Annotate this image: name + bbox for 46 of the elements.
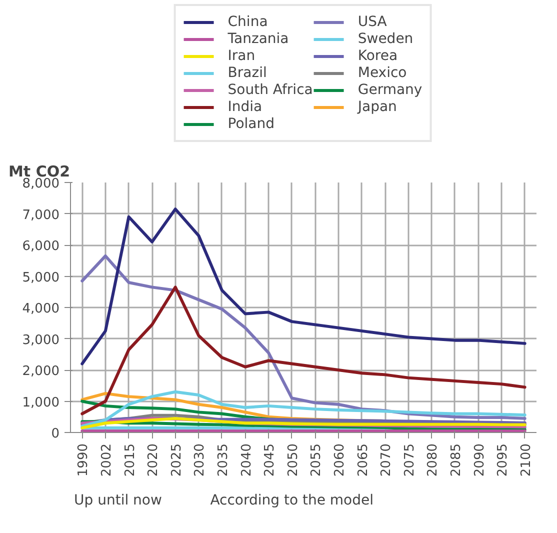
x-tick-label: 2075 bbox=[402, 443, 418, 477]
text: According to the model bbox=[210, 492, 374, 508]
x-tick-label: 2020 bbox=[146, 443, 162, 477]
y-tick-label: 1,000 bbox=[22, 395, 60, 410]
x-tick-label: 2095 bbox=[496, 443, 511, 477]
x-tick-label: 2030 bbox=[192, 443, 208, 477]
x-tick-label: 2065 bbox=[356, 443, 371, 477]
legend-label: Brazil bbox=[228, 65, 267, 81]
legend-label: Mexico bbox=[358, 65, 407, 81]
legend-label: USA bbox=[358, 14, 387, 30]
x-tick-label: 2080 bbox=[426, 443, 441, 477]
legend-label: Tanzania bbox=[228, 31, 289, 47]
x-tick-label: 2002 bbox=[99, 443, 114, 477]
y-tick-label: 8,000 bbox=[22, 176, 60, 192]
x-tick-label: 1990 bbox=[76, 443, 92, 477]
y-tick-label: 6,000 bbox=[22, 239, 60, 254]
text: Up until now bbox=[74, 492, 162, 508]
legend-label: Japan bbox=[358, 99, 397, 115]
x-tick-label: 2035 bbox=[216, 443, 231, 477]
x-tick-label: 2040 bbox=[239, 443, 254, 477]
x-tick-label: 2085 bbox=[448, 443, 464, 477]
legend-label: South Africa bbox=[228, 82, 313, 98]
line-series bbox=[80, 286, 526, 416]
legend-label: Germany bbox=[358, 82, 422, 98]
legend-label: Poland bbox=[228, 116, 275, 132]
x-tick-label: 2045 bbox=[262, 443, 278, 477]
line-series bbox=[80, 208, 526, 366]
x-tick-label: 2025 bbox=[169, 443, 184, 477]
x-tick-label: 2060 bbox=[332, 443, 348, 477]
y-tick-label: 2,000 bbox=[22, 364, 60, 379]
y-tick-label: 0 bbox=[51, 426, 60, 442]
legend-label: Sweden bbox=[358, 31, 414, 47]
legend-label: Iran bbox=[228, 48, 256, 64]
x-tick-label: 2015 bbox=[122, 443, 138, 477]
legend-label: China bbox=[228, 14, 268, 30]
x-tick-label: 2050 bbox=[286, 443, 301, 477]
x-tick-label: 2090 bbox=[472, 443, 488, 477]
legend-label: Korea bbox=[358, 48, 398, 64]
x-tick-label: 2070 bbox=[379, 443, 394, 477]
x-tick-label: 2055 bbox=[309, 443, 324, 477]
x-tick-label: 2100 bbox=[518, 443, 534, 477]
y-tick-label: 4,000 bbox=[22, 302, 60, 316]
y-tick-label: 5,000 bbox=[22, 270, 60, 286]
legend-label: India bbox=[228, 99, 262, 115]
y-tick-label: 7,000 bbox=[22, 208, 60, 223]
y-tick-label: 3,000 bbox=[22, 332, 60, 348]
